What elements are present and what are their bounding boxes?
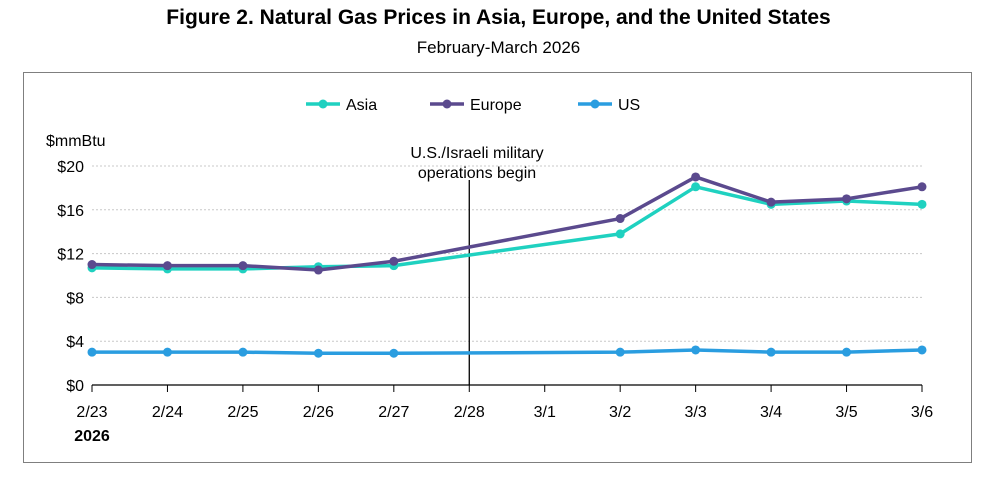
x-tick-label: 3/3	[685, 404, 707, 421]
asia-data-point	[691, 182, 701, 192]
europe-data-point	[313, 265, 323, 275]
europe-legend-label: Europe	[470, 97, 522, 114]
annotation-text-line1: U.S./Israeli military	[410, 145, 543, 162]
x-tick-label: 2/27	[378, 404, 409, 421]
legend: Asia Europe US	[306, 97, 640, 114]
us-legend-label: US	[618, 97, 640, 114]
us-data-point	[87, 347, 97, 357]
us-data-point	[691, 345, 701, 355]
europe-data-point	[162, 261, 172, 271]
chart-subtitle: February-March 2026	[416, 38, 581, 57]
europe-data-point	[842, 194, 852, 204]
y-tick-label: $12	[57, 247, 84, 264]
us-data-point	[238, 347, 248, 357]
us-data-point	[162, 347, 172, 357]
x-tick-label: 3/2	[609, 404, 631, 421]
chart-title: Figure 2. Natural Gas Prices in Asia, Eu…	[166, 6, 831, 29]
x-tick-label: 3/6	[911, 404, 933, 421]
us-data-point	[389, 348, 399, 358]
y-tick-label: $20	[57, 159, 84, 176]
y-tick-label: $16	[57, 203, 84, 220]
y-tick-label: $0	[66, 378, 84, 395]
y-tick-label: $8	[66, 290, 84, 307]
europe-data-point	[238, 261, 248, 271]
x-tick-label: 2/25	[227, 404, 258, 421]
x-tick-label: 2/28	[454, 404, 485, 421]
europe-data-point	[615, 214, 625, 224]
y-axis-label: $mmBtu	[46, 133, 106, 150]
europe-data-point	[917, 182, 927, 192]
asia-series-line	[90, 185, 924, 271]
gridlines	[92, 165, 922, 342]
asia-data-point	[615, 229, 625, 239]
asia-legend-label: Asia	[346, 97, 377, 114]
annotation-text-line2: operations begin	[418, 165, 536, 182]
x-tick-label: 3/4	[760, 404, 782, 421]
x-tick-label: 2/23	[76, 404, 107, 421]
us-data-point	[615, 347, 625, 357]
us-data-point	[842, 347, 852, 357]
annotation: U.S./Israeli military operations begin	[410, 145, 544, 385]
us-series-line	[90, 348, 924, 355]
europe-series-line	[90, 175, 924, 272]
y-tick-label: $4	[66, 334, 84, 351]
europe-data-point	[766, 197, 776, 207]
asia-legend-marker	[318, 99, 328, 109]
us-legend-marker	[590, 99, 600, 109]
x-tick-label: 3/1	[534, 404, 556, 421]
x-tick-label: 2/26	[303, 404, 334, 421]
axes: $0 $4 $8 $12 $16 $20 $mmBtu 2/23 2/24 2/25 2/26 2/2…	[46, 133, 933, 445]
x-year-label: 2026	[74, 428, 110, 445]
europe-legend-marker	[442, 99, 452, 109]
us-data-point	[766, 347, 776, 357]
europe-data-point	[691, 172, 701, 182]
asia-data-point	[917, 199, 927, 209]
x-tick-label: 3/5	[835, 404, 857, 421]
us-data-point	[917, 345, 927, 355]
europe-data-point	[87, 260, 97, 270]
us-data-point	[313, 348, 323, 358]
chart-frame	[23, 72, 972, 463]
x-tick-label: 2/24	[152, 404, 183, 421]
series	[87, 172, 927, 358]
europe-data-point	[389, 256, 399, 266]
